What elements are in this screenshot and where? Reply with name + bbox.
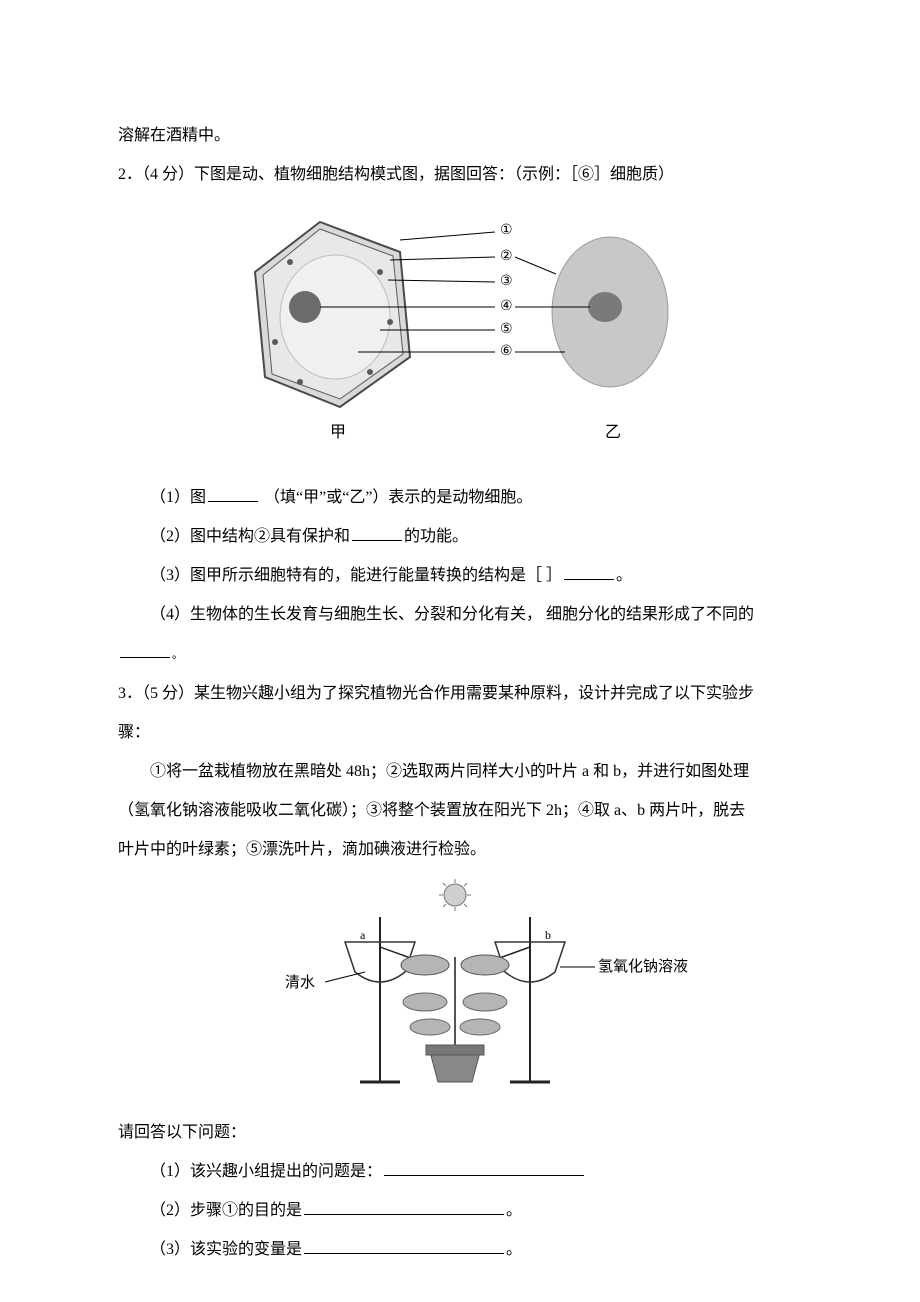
q2-p3: （3）图甲所示细胞特有的，能进行能量转换的结构是［ ］ 。 <box>118 558 802 593</box>
leader-3 <box>388 280 495 282</box>
q2-p1: （1）图 （填“甲”或“乙”）表示的是动物细胞。 <box>118 480 802 515</box>
leader-2l <box>390 257 495 260</box>
chloroplast-dot <box>367 369 373 375</box>
prev-fragment: 溶解在酒精中。 <box>118 118 802 153</box>
q2-p2-a: （2）图中结构②具有保护和 <box>150 528 350 545</box>
q3-step2: （氢氧化钠溶液能吸收二氧化碳）；③将整个装置放在阳光下 2h；④取 a、b 两片… <box>118 793 802 828</box>
chloroplast-dot <box>377 269 383 275</box>
q3-figure-wrap: a b 清水 氢氧化钠溶液 <box>118 877 802 1100</box>
blank <box>384 1157 584 1176</box>
q3-p3-a: （3）该实验的变量是 <box>150 1241 302 1258</box>
label-naoh: 氢氧化钠溶液 <box>598 958 688 975</box>
blank <box>208 482 258 501</box>
leaf-a <box>401 955 449 975</box>
plant-nucleus <box>289 291 321 323</box>
q2-p1-b: （填“甲”或“乙”）表示的是动物细胞。 <box>260 489 532 506</box>
q2-p3-a: （3）图甲所示细胞特有的，能进行能量转换的结构是［ ］ <box>150 567 562 584</box>
q3-p3: （3）该实验的变量是 。 <box>118 1232 802 1267</box>
chloroplast-dot <box>387 319 393 325</box>
q2-p4-period: 。 <box>172 649 183 661</box>
blank <box>352 522 402 541</box>
pot-rim <box>426 1045 484 1055</box>
animal-nucleus <box>588 292 622 322</box>
blank <box>304 1235 504 1254</box>
q3-p3-b: 。 <box>506 1241 522 1258</box>
blank <box>120 639 170 658</box>
chloroplast-dot <box>287 259 293 265</box>
label-4: ④ <box>500 299 513 314</box>
leaf-b <box>461 955 509 975</box>
leaf <box>460 1019 500 1035</box>
q3-p2: （2）步骤①的目的是 。 <box>118 1193 802 1228</box>
q3-experiment-diagram: a b 清水 氢氧化钠溶液 <box>230 877 690 1087</box>
blank <box>564 561 614 580</box>
leaf-a-label: a <box>360 928 366 942</box>
q3-p1: （1）该兴趣小组提出的问题是： <box>118 1154 802 1189</box>
q2-p2: （2）图中结构②具有保护和 的功能。 <box>118 519 802 554</box>
q3-p2-b: 。 <box>506 1202 522 1219</box>
leader-1 <box>400 232 495 240</box>
q2-p4: （4）生物体的生长发育与细胞生长、分裂和分化有关， 细胞分化的结果形成了不同的 <box>118 597 802 632</box>
leader-water <box>325 972 365 982</box>
label-2: ② <box>500 249 513 264</box>
q3-stem-a: 3．（5 分）某生物兴趣小组为了探究植物光合作用需要某种原料，设计并完成了以下实… <box>118 676 802 711</box>
q3-p2-a: （2）步骤①的目的是 <box>150 1202 302 1219</box>
q3-p1-text: （1）该兴趣小组提出的问题是： <box>150 1163 382 1180</box>
q3-stem-b: 骤： <box>118 715 802 750</box>
q2-p4-end: 。 <box>118 636 802 671</box>
q2-figure-wrap: ① ② ③ ④ ⑤ ⑥ 甲 乙 <box>118 202 802 465</box>
leaf <box>463 993 507 1011</box>
q2-p2-b: 的功能。 <box>404 528 468 545</box>
pot <box>430 1052 480 1082</box>
label-5: ⑤ <box>500 322 513 337</box>
label-1: ① <box>500 223 513 238</box>
sun-icon <box>444 884 466 906</box>
label-6: ⑥ <box>500 344 513 359</box>
q2-stem: 2．（4 分）下图是动、植物细胞结构模式图，据图回答：（示例：［⑥］细胞质） <box>118 157 802 192</box>
label-3: ③ <box>500 274 513 289</box>
label-yi: 乙 <box>605 424 621 441</box>
q2-p3-b: 。 <box>616 567 632 584</box>
leaf <box>403 993 447 1011</box>
chloroplast-dot <box>297 379 303 385</box>
leaf <box>410 1019 450 1035</box>
q2-cell-diagram: ① ② ③ ④ ⑤ ⑥ 甲 乙 <box>240 202 680 452</box>
q3-step3: 叶片中的叶绿素；⑤漂洗叶片，滴加碘液进行检验。 <box>118 832 802 867</box>
chloroplast-dot <box>272 339 278 345</box>
q3-step1: ①将一盆栽植物放在黑暗处 48h；②选取两片同样大小的叶片 a 和 b，并进行如… <box>118 754 802 789</box>
blank <box>304 1196 504 1215</box>
leaf-b-label: b <box>545 928 551 942</box>
leader-2r <box>515 257 556 274</box>
label-water: 清水 <box>285 974 315 991</box>
q3-ans-intro: 请回答以下问题： <box>118 1115 802 1150</box>
q2-p4-a: （4）生物体的生长发育与细胞生长、分裂和分化有关， 细胞分化的结果形成了不同的 <box>150 606 754 623</box>
q2-p1-a: （1）图 <box>150 489 206 506</box>
label-jia: 甲 <box>330 424 346 441</box>
